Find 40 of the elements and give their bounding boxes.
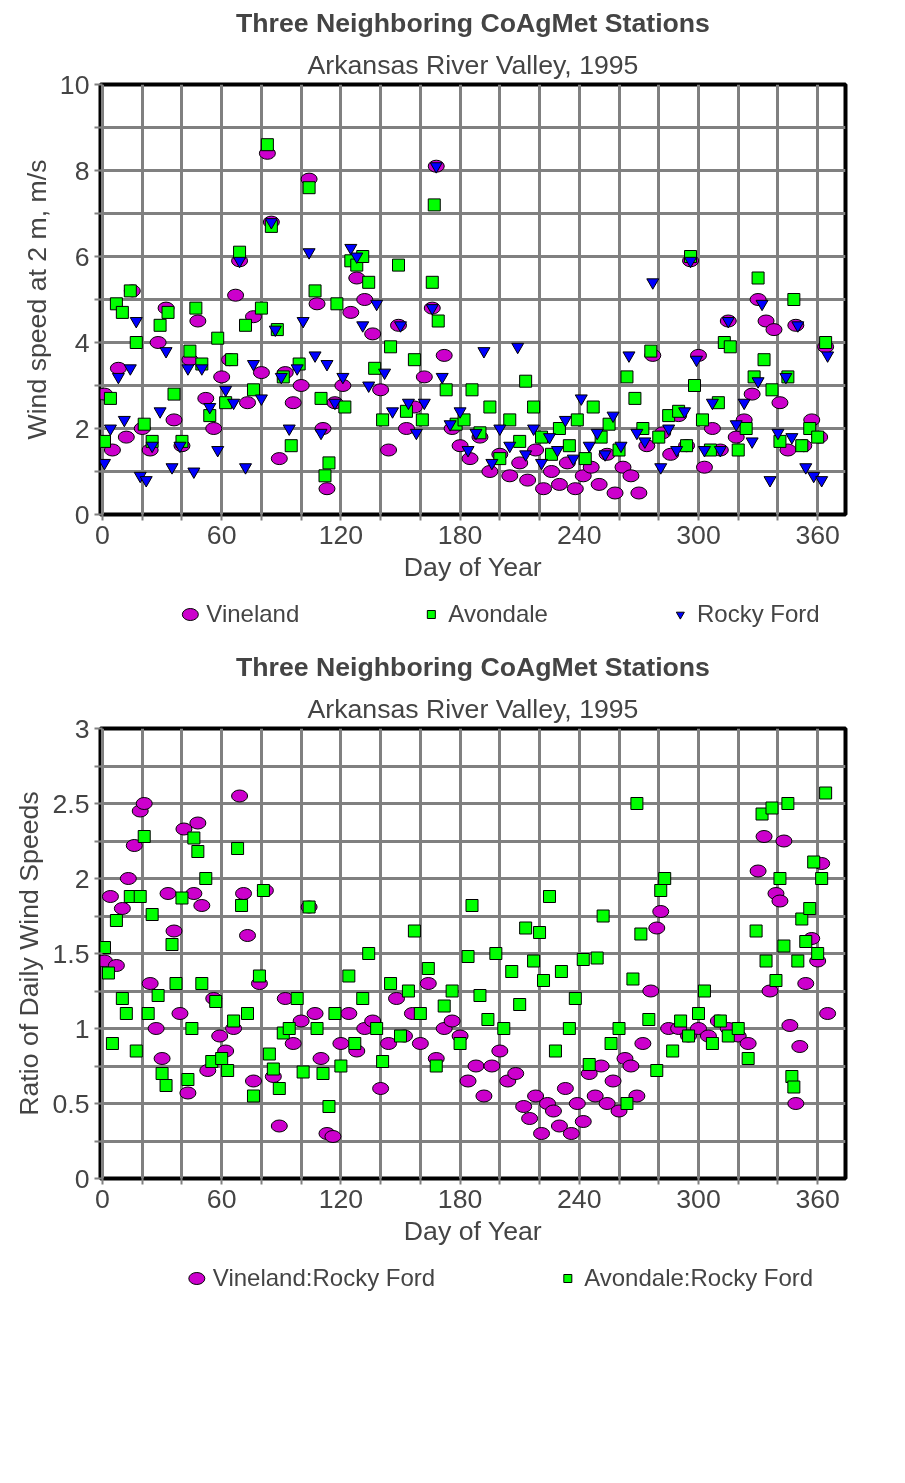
- x-tick-label: 0: [95, 1183, 110, 1214]
- y-tick-label: 0.5: [52, 1088, 90, 1119]
- y-tick-label: 1.5: [52, 938, 90, 969]
- y-tick-label: 1: [74, 1013, 90, 1044]
- legend-label: Vineland: [206, 600, 300, 628]
- x-tick-label: 300: [676, 1183, 721, 1214]
- y-tick-label: 4: [74, 327, 90, 358]
- x-tick-label: 180: [437, 519, 483, 550]
- y-tick-label: 8: [74, 155, 90, 186]
- x-tick-label: 60: [206, 1183, 237, 1214]
- x-axis-title: Day of Year: [403, 551, 542, 582]
- chart-title: Three Neighboring CoAgMet Stations: [236, 7, 710, 38]
- x-tick-label: 120: [318, 1183, 364, 1214]
- y-tick-label: 0: [74, 1163, 90, 1194]
- x-tick-label: 240: [557, 1183, 602, 1214]
- y-axis-title: Wind speed at 2 m, m/s: [21, 159, 52, 440]
- y-tick-label: 2: [74, 413, 90, 444]
- y-tick-label: 10: [59, 69, 90, 100]
- x-tick-label: 180: [437, 1183, 483, 1214]
- chart-subtitle: Arkansas River Valley, 1995: [307, 49, 639, 80]
- x-tick-label: 120: [318, 519, 364, 550]
- x-tick-label: 240: [557, 519, 602, 550]
- x-tick-label: 360: [795, 519, 840, 550]
- y-tick-label: 6: [74, 241, 90, 272]
- y-tick-label: 3: [74, 713, 90, 744]
- x-tick-label: 60: [206, 519, 237, 550]
- x-axis-title: Day of Year: [403, 1215, 542, 1246]
- x-tick-label: 0: [95, 519, 110, 550]
- y-tick-label: 0: [74, 499, 90, 530]
- y-tick-label: 2: [74, 863, 90, 894]
- legend-label: Avondale:Rocky Ford: [584, 1264, 814, 1292]
- chart-title: Three Neighboring CoAgMet Stations: [236, 651, 710, 682]
- x-tick-label: 300: [676, 519, 721, 550]
- legend-label: Vineland:Rocky Ford: [212, 1264, 436, 1292]
- y-tick-label: 2.5: [52, 788, 90, 819]
- chart-subtitle: Arkansas River Valley, 1995: [307, 693, 639, 724]
- y-axis-title: Ratio of Daily Wind Speeds: [14, 791, 45, 1116]
- x-tick-label: 360: [795, 1183, 840, 1214]
- legend-label: Avondale: [448, 600, 548, 628]
- legend-label: Rocky Ford: [696, 600, 820, 628]
